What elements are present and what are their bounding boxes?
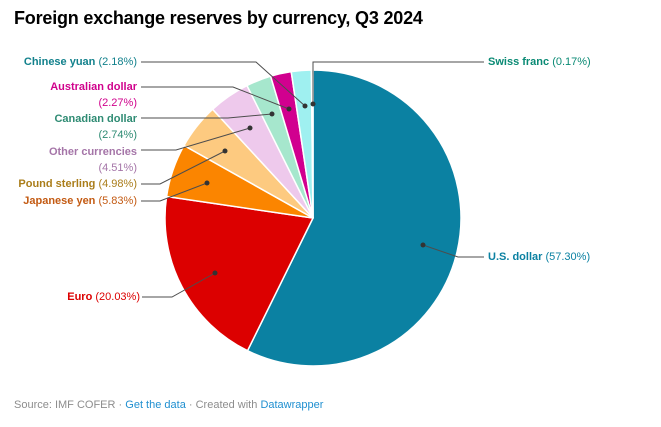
created-with-text: Created with xyxy=(195,399,258,411)
pie-label-percent: (4.51%) xyxy=(98,162,137,174)
pie-label-u-s-dollar: U.S. dollar (57.30%) xyxy=(488,249,590,265)
leader-line xyxy=(141,182,208,202)
pie-label-japanese-yen: Japanese yen (5.83%) xyxy=(0,193,137,209)
leader-line xyxy=(312,61,484,104)
pie-label-percent: (2.74%) xyxy=(98,129,137,141)
leader-line xyxy=(141,127,251,151)
leader-dot xyxy=(286,106,292,112)
leader-dot xyxy=(420,242,426,248)
leader-line xyxy=(141,61,306,107)
pie-label-percent: (2.18%) xyxy=(98,56,137,68)
pie-label-name: Japanese yen xyxy=(23,195,96,207)
footer-separator: · xyxy=(118,399,123,411)
pie-label-percent: (2.27%) xyxy=(98,97,137,109)
leader-dot xyxy=(310,101,316,107)
pie-label-percent: (0.17%) xyxy=(552,56,591,68)
pie-label-percent: (20.03%) xyxy=(95,291,140,303)
leader-line xyxy=(142,272,216,298)
chart-title: Foreign exchange reserves by currency, Q… xyxy=(14,8,423,28)
pie-label-other-currencies: Other currencies (4.51%) xyxy=(0,144,137,176)
pie-label-chinese-yuan: Chinese yuan (2.18%) xyxy=(0,54,137,70)
pie-slice-u-s-dollar[interactable] xyxy=(246,69,462,367)
footer-separator: · xyxy=(188,399,193,411)
leader-dot xyxy=(302,103,308,109)
leader-dot xyxy=(204,180,210,186)
leader-dot xyxy=(269,111,275,117)
pie-label-name: U.S. dollar xyxy=(488,251,543,263)
source-text: Source: IMF COFER xyxy=(14,399,116,411)
pie-label-canadian-dollar: Canadian dollar (2.74%) xyxy=(0,111,137,143)
pie-label-swiss-franc: Swiss franc (0.17%) xyxy=(488,54,591,70)
pie-label-percent: (4.98%) xyxy=(98,178,137,190)
pie-label-name: Canadian dollar xyxy=(54,113,137,125)
datawrapper-link[interactable]: Datawrapper xyxy=(260,399,324,411)
leader-line xyxy=(141,86,290,110)
chart-footer: Source: IMF COFER · Get the data · Creat… xyxy=(14,399,323,411)
pie-label-name: Euro xyxy=(67,291,93,303)
leader-dot xyxy=(222,148,228,154)
pie-label-name: Swiss franc xyxy=(488,56,550,68)
leader-dot xyxy=(212,270,218,276)
pie-label-percent: (57.30%) xyxy=(545,251,591,263)
leader-dot xyxy=(247,125,253,131)
pie-label-australian-dollar: Australian dollar (2.27%) xyxy=(0,79,137,111)
pie-label-percent: (5.83%) xyxy=(98,195,137,207)
get-the-data-link[interactable]: Get the data xyxy=(125,399,186,411)
leader-line xyxy=(141,150,226,185)
pie-label-name: Pound sterling xyxy=(18,178,96,190)
pie-label-name: Australian dollar xyxy=(50,81,137,93)
leader-line xyxy=(422,244,484,258)
pie-label-pound-sterling: Pound sterling (4.98%) xyxy=(0,176,137,192)
leader-line xyxy=(141,113,273,119)
pie-slice-euro[interactable] xyxy=(164,195,314,352)
pie-label-name: Chinese yuan xyxy=(23,56,96,68)
pie-label-euro: Euro (20.03%) xyxy=(0,289,140,305)
pie-label-name: Other currencies xyxy=(48,146,137,158)
